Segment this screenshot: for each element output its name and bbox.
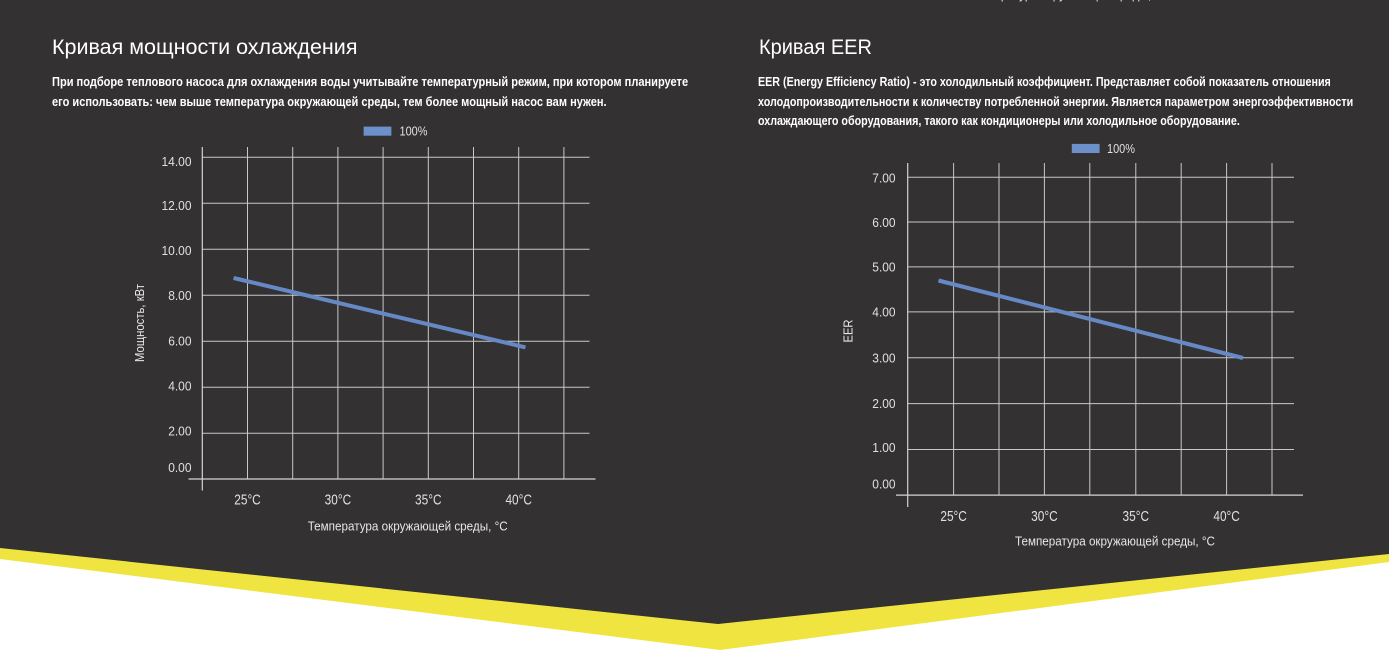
svg-text:Температура окружающей среды,: Температура окружающей среды, °C	[1015, 533, 1215, 548]
svg-text:14.00: 14.00	[162, 154, 192, 169]
svg-text:12.00: 12.00	[162, 198, 192, 213]
svg-text:0.00: 0.00	[872, 477, 895, 492]
svg-text:Мощность, кВт: Мощность, кВт	[132, 284, 147, 362]
svg-text:40°C: 40°C	[505, 492, 532, 509]
svg-text:1.00: 1.00	[872, 440, 895, 455]
svg-text:4.00: 4.00	[168, 379, 191, 394]
svg-text:Температура окружающей среды,: Температура окружающей среды, °C	[308, 518, 508, 533]
svg-text:6.00: 6.00	[168, 333, 191, 348]
svg-text:2.00: 2.00	[872, 396, 895, 411]
svg-text:0.00: 0.00	[168, 460, 191, 475]
svg-text:3.00: 3.00	[872, 350, 895, 365]
svg-text:EER: EER	[841, 320, 856, 343]
svg-text:6.00: 6.00	[872, 215, 895, 230]
svg-text:35°C: 35°C	[415, 492, 442, 509]
svg-text:30°C: 30°C	[1031, 508, 1058, 525]
svg-text:100%: 100%	[400, 125, 428, 139]
svg-text:25°C: 25°C	[234, 492, 261, 509]
svg-text:5.00: 5.00	[872, 260, 895, 275]
svg-text:8.00: 8.00	[168, 288, 191, 303]
svg-text:7.00: 7.00	[872, 171, 895, 186]
svg-text:35°C: 35°C	[1123, 508, 1150, 525]
svg-text:2.00: 2.00	[168, 424, 191, 439]
svg-text:25°C: 25°C	[940, 508, 967, 525]
svg-text:30°C: 30°C	[325, 492, 352, 509]
svg-text:100%: 100%	[1107, 142, 1135, 156]
svg-text:10.00: 10.00	[162, 243, 192, 258]
svg-text:40°C: 40°C	[1213, 508, 1240, 525]
svg-text:4.00: 4.00	[872, 304, 895, 319]
